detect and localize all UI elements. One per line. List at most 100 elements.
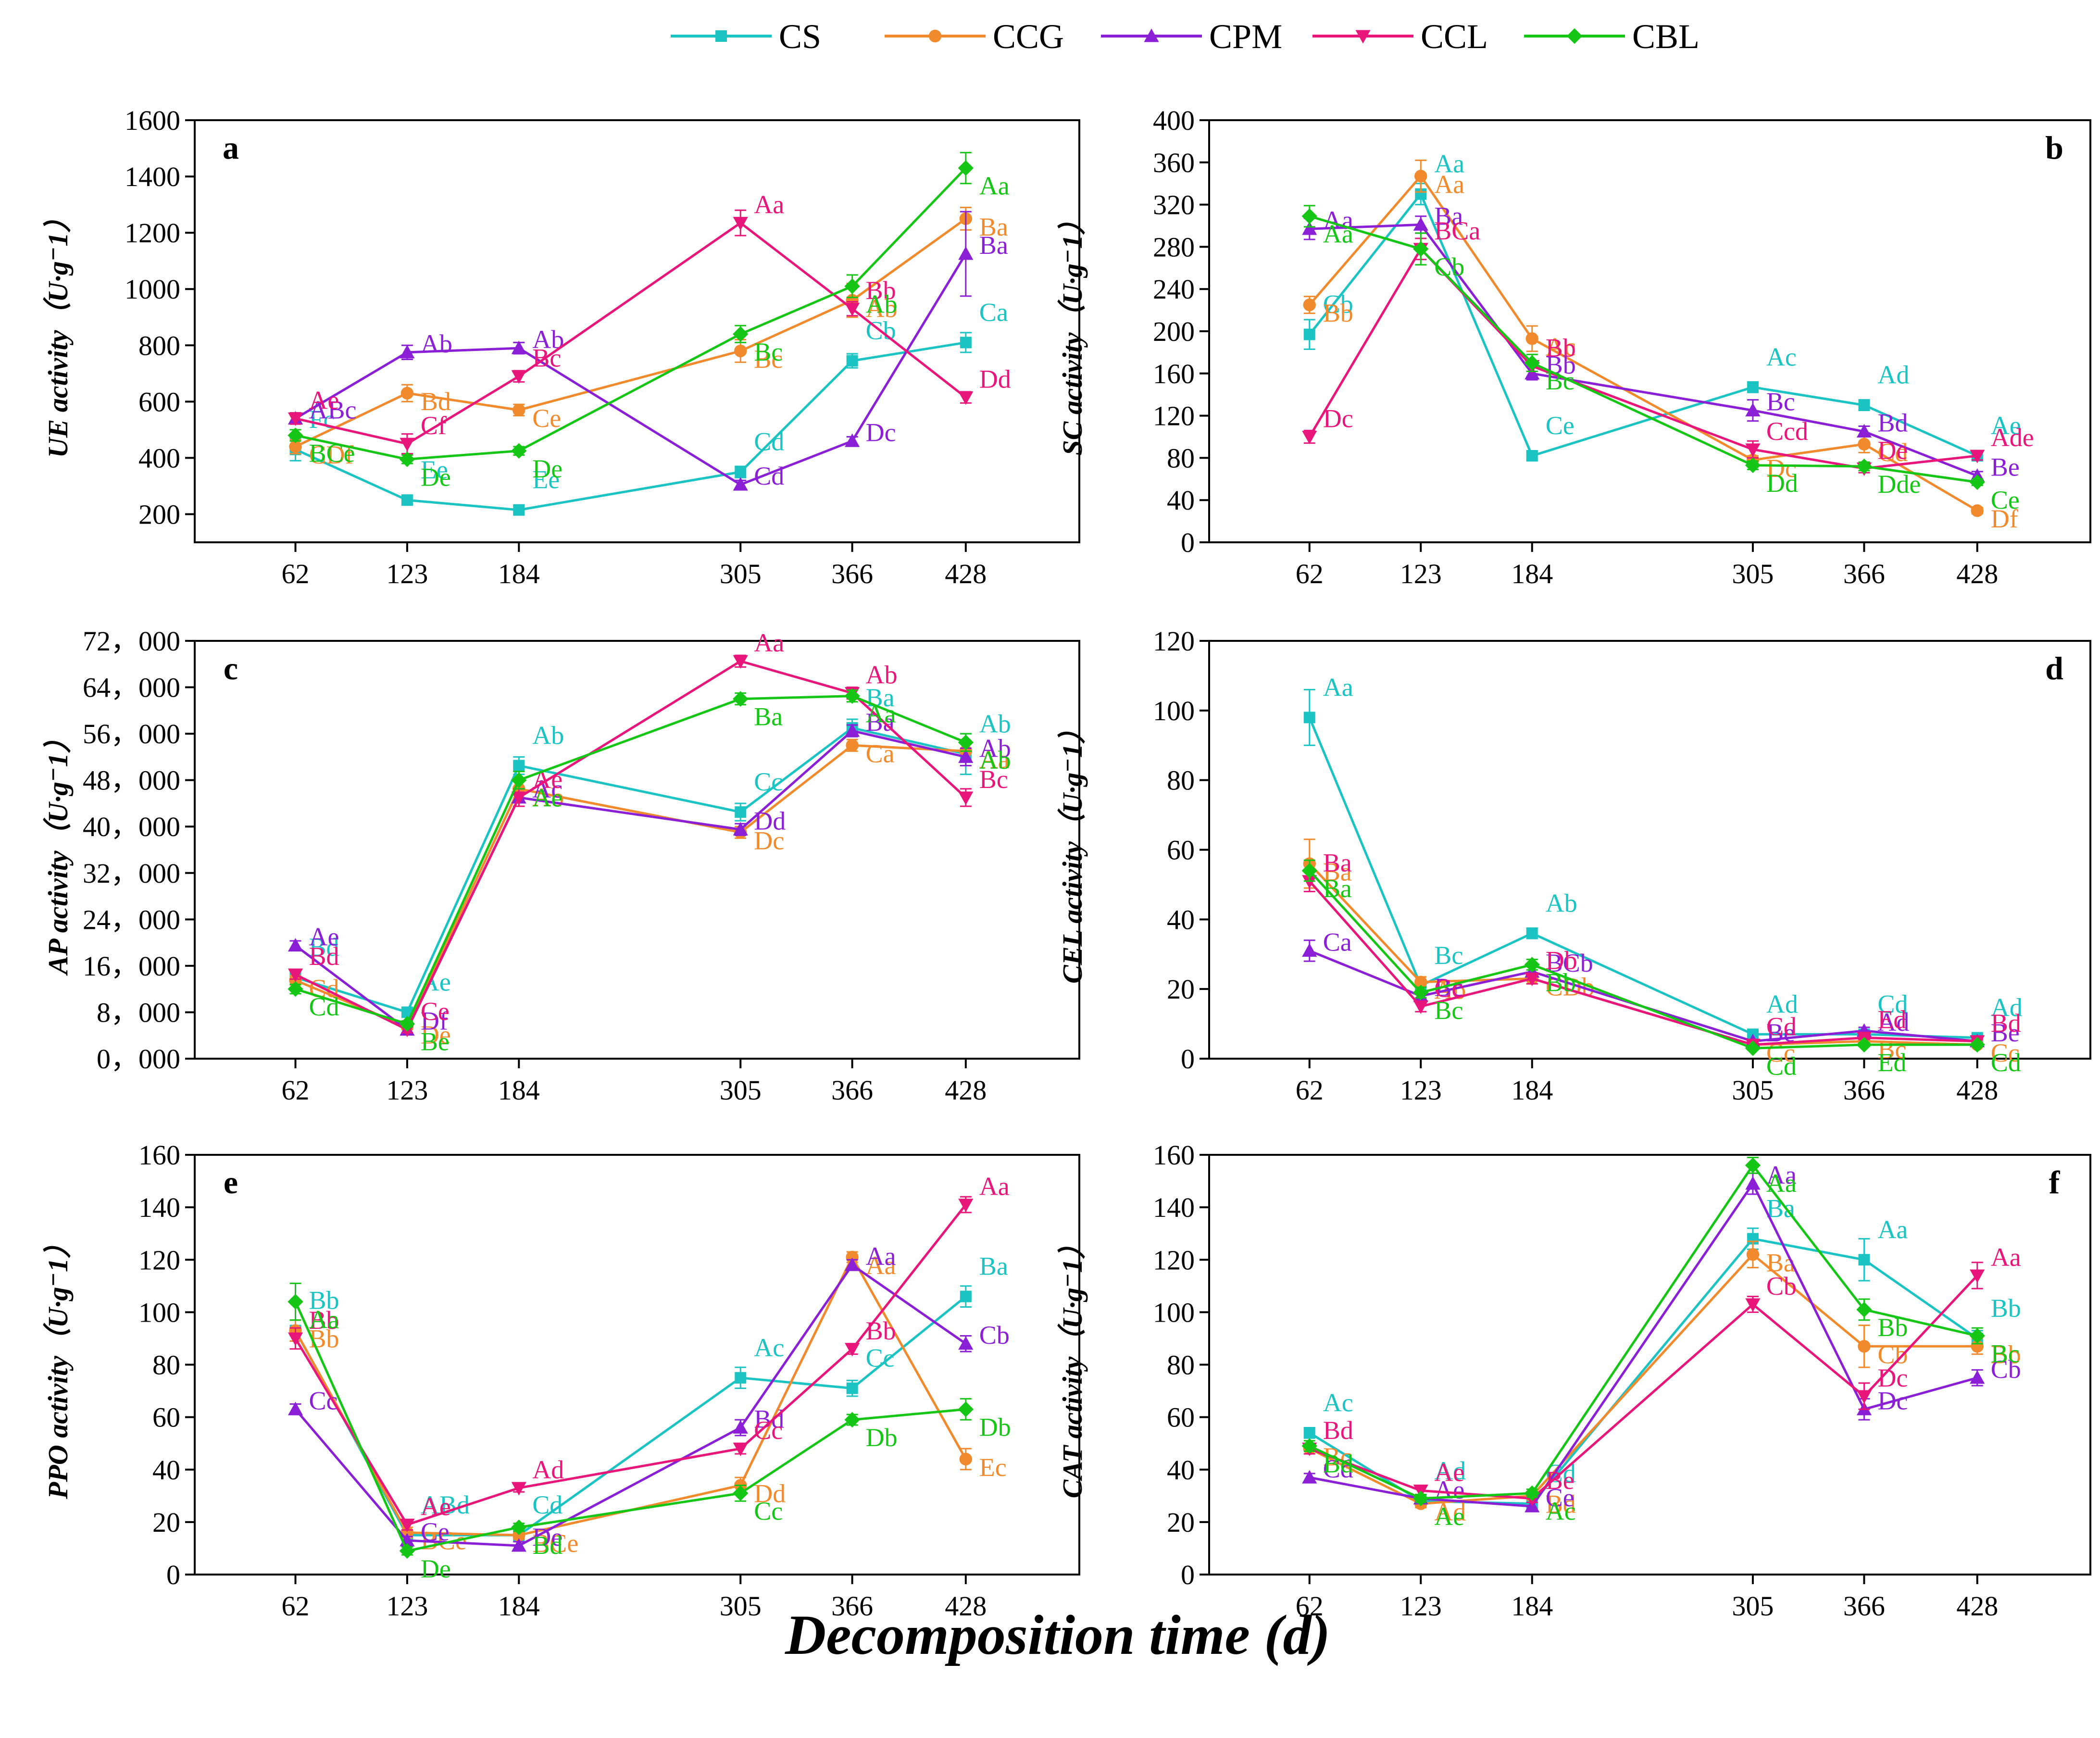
significance-label: Ed [1877,1048,1906,1077]
data-point [511,340,526,354]
x-tick-label: 62 [1296,558,1324,589]
x-tick-label: 305 [1732,1075,1774,1106]
significance-label: Ce [532,404,561,433]
data-point [844,688,860,704]
significance-label: Bd [421,387,451,416]
significance-label: Bb [1546,968,1576,997]
y-tick-label: 40 [1167,904,1195,935]
data-point [1858,399,1870,411]
significance-label: Dc [1877,1363,1908,1392]
x-tick-label: 62 [1296,1075,1324,1106]
y-tick-label: 120 [1153,400,1195,432]
significance-label: Ba [1323,849,1352,877]
significance-label: Bb [1546,333,1576,362]
significance-label: Be [1991,1018,2020,1047]
data-point [511,1482,526,1496]
data-point [958,1199,974,1213]
series-line [294,1301,966,1552]
legend-marker [928,29,942,43]
data-point [511,1538,526,1552]
panel-b: 0 40 80 120 160 200 240 280 320 360 400 62 123 184 305… [1057,105,2091,589]
series-line [1309,950,1977,1043]
y-tick-label: 120 [138,1244,180,1275]
y-tick-label: 8，000 [97,997,180,1028]
significance-label: BCe [309,439,355,468]
data-point [1414,975,1427,988]
significance-label: Ab [1546,888,1577,917]
series-line [1309,1275,1978,1500]
significance-label: Ba [979,231,1008,260]
data-point [399,451,415,467]
data-point [1302,875,1317,889]
significance-label: Bd [1991,1009,2021,1038]
y-tick-label: 40 [152,1454,180,1486]
data-point [735,466,747,478]
data-point [511,370,526,384]
significance-label: Ab [979,734,1011,763]
x-tick-label: 184 [1511,558,1553,589]
data-point [958,1336,974,1350]
series-line [295,167,967,461]
significance-label: Bc [979,765,1008,794]
significance-label: Aa [309,1305,339,1334]
series-line [1308,880,1977,1046]
data-point [733,477,748,491]
data-point [513,760,525,772]
legend-item-cs: CS [671,17,821,56]
plot-frame [194,1154,1080,1575]
data-point [1413,1490,1429,1506]
series-line [1309,1237,1978,1505]
series-ccl: Bd Ae Be Cb Dc Aa [1302,1243,2021,1506]
significance-label: Ba [979,1252,1008,1281]
significance-label: Dc [1766,454,1797,483]
significance-label: Be [1546,1466,1575,1495]
data-point [960,337,972,349]
data-point [846,1382,858,1394]
significance-label: De [421,1554,451,1583]
significance-label: Bb [1546,350,1576,379]
panel-letter: d [2045,650,2063,687]
significance-label: De [532,454,562,483]
x-tick-label: 62 [282,1590,310,1622]
x-tick-label: 123 [386,1075,428,1106]
series-line [295,341,966,512]
data-point [511,443,527,459]
series-ccl: Dc BCa Bb Ccd De Ade [1302,216,2034,476]
significance-label: Cd [309,992,339,1021]
y-tick-label: 0 [1181,1043,1195,1075]
significance-label: Bb [309,1306,339,1335]
significance-label: Bc [754,338,783,366]
panel-letter: c [224,650,238,687]
y-tick-label: 160 [1153,358,1195,389]
significance-label: Ae [1434,1502,1464,1531]
data-point [1303,1427,1315,1439]
x-tick-label: 428 [1956,1590,1998,1622]
data-point [733,326,749,342]
series-cs: Bb ABd Cd Ac Cc Ba [289,1252,1008,1541]
y-tick-label: 320 [1153,189,1195,221]
x-tick-label: 62 [282,558,310,589]
significance-label: Aa [754,628,784,657]
significance-label: Ccd [1766,417,1808,446]
data-point [1856,458,1872,475]
significance-label: Bb [1877,1313,1908,1342]
y-tick-label: 0 [166,1559,180,1590]
data-point [958,791,974,805]
data-point [513,504,525,516]
data-point [288,1401,303,1415]
y-tick-label: 140 [138,1192,180,1223]
series-line [1308,870,1977,1050]
y-axis-title: CEL activity（U·g⁻1） [1057,716,1088,984]
data-point [958,160,974,176]
significance-label: Aa [979,172,1010,200]
data-point [960,1290,972,1302]
series-cbl: Aa Cb Bc Dd Dde Ce [1301,205,2020,514]
data-point [733,217,748,231]
